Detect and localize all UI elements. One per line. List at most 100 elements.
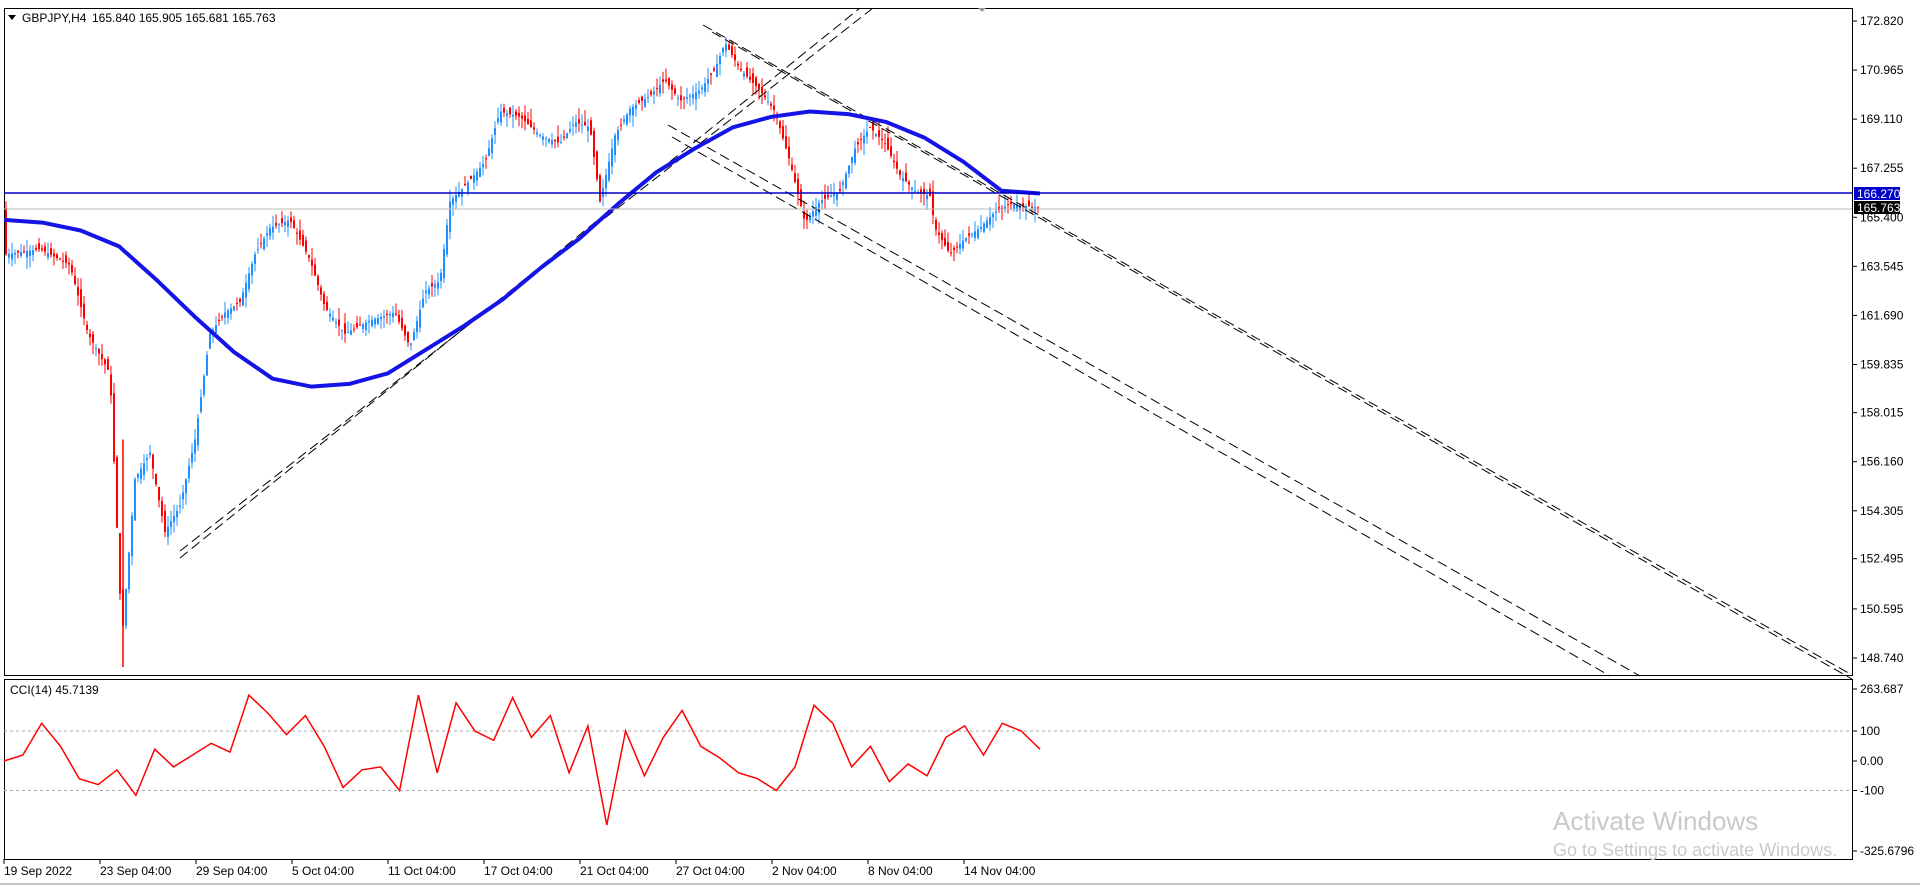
candle-body [893, 160, 895, 163]
candle-body [749, 76, 751, 80]
price-axis-label: 161.690 [1860, 308, 1904, 322]
candle-body [488, 148, 490, 157]
candle-body [686, 97, 688, 99]
falling-channel-upper-a[interactable] [702, 24, 1853, 676]
candle-body [662, 79, 664, 82]
candle-body [1022, 203, 1024, 206]
candle-body [767, 101, 769, 103]
candle-body [278, 224, 280, 226]
candle-body [101, 354, 103, 359]
candle-body [728, 44, 730, 50]
candle-body [491, 138, 493, 154]
price-axis-label: 150.595 [1860, 602, 1904, 616]
candle-body [503, 107, 505, 113]
indicator-frame[interactable] [4, 679, 1853, 860]
candle-body [143, 463, 145, 476]
candle-body [380, 316, 382, 320]
candle-body [704, 83, 706, 92]
candle-body [902, 178, 904, 182]
candle-body [677, 98, 679, 100]
candle-body [206, 354, 208, 376]
candle-body [605, 174, 607, 189]
candle-body [845, 173, 847, 189]
candle-body [1004, 206, 1006, 209]
candle-body [773, 105, 775, 111]
time-axis-label: 14 Nov 04:00 [964, 864, 1036, 878]
candle-body [281, 218, 283, 224]
candle-body [995, 211, 997, 213]
candle-body [638, 99, 640, 103]
candle-body [353, 328, 355, 330]
candle-body [305, 240, 307, 252]
candle-body [584, 121, 586, 126]
candle-body [740, 68, 742, 71]
candle-body [83, 303, 85, 319]
candle-body [446, 225, 448, 255]
candle-body [830, 195, 832, 198]
price-axis-label: 167.255 [1860, 161, 1904, 175]
candle-body [260, 243, 262, 245]
candle-body [932, 191, 934, 216]
candle-body [536, 132, 538, 135]
candle-body [197, 418, 199, 446]
shift-marker-icon[interactable] [978, 8, 986, 12]
activate-windows-title: Activate Windows [1553, 806, 1758, 836]
candle-body [869, 126, 871, 128]
candle-body [512, 114, 514, 117]
candle-body [233, 306, 235, 311]
candle-body [137, 473, 139, 478]
candle-body [242, 292, 244, 306]
candle-body [440, 272, 442, 281]
candle-body [86, 324, 88, 330]
candle-body [158, 487, 160, 501]
candle-body [611, 148, 613, 167]
candle-body [794, 173, 796, 183]
candle-body [782, 126, 784, 139]
candle-body [227, 310, 229, 319]
candle-body [422, 298, 424, 308]
candle-body [68, 262, 70, 265]
candle-body [302, 234, 304, 246]
candle-body [962, 240, 964, 249]
price-axis-label: 169.110 [1860, 112, 1903, 126]
candle-body [689, 95, 691, 97]
candle-body [314, 264, 316, 276]
candle-body [986, 220, 988, 228]
falling-channel-lower-a[interactable] [667, 124, 1641, 677]
candle-body [62, 260, 64, 262]
candle-body [29, 250, 31, 257]
candle-body [335, 321, 337, 324]
candle-body [203, 376, 205, 395]
candle-body [674, 88, 676, 94]
candle-body [92, 334, 94, 343]
candle-body [98, 348, 100, 354]
candle-body [944, 238, 946, 246]
candle-body [191, 452, 193, 463]
candle-body [890, 146, 892, 156]
candle-body [947, 241, 949, 251]
candle-body [935, 219, 937, 230]
candle-body [32, 250, 34, 255]
candle-body [26, 251, 28, 258]
candle-body [194, 439, 196, 454]
candle-body [530, 120, 532, 127]
candle-body [644, 98, 646, 107]
candle-body [263, 238, 265, 250]
symbol-label: GBPJPY,H4 [22, 11, 87, 25]
candle-body [725, 44, 727, 51]
candle-body [833, 194, 835, 197]
dropdown-triangle-icon[interactable] [8, 15, 16, 20]
price-axis-label: 172.820 [1860, 14, 1904, 28]
candle-body [515, 111, 517, 116]
falling-channel-lower-b[interactable] [671, 136, 1611, 677]
candle-body [587, 126, 589, 131]
candle-body [398, 314, 400, 322]
candle-body [785, 136, 787, 149]
falling-channel-upper-b[interactable] [711, 31, 1853, 680]
candle-body [758, 83, 760, 90]
main-chart-frame[interactable] [4, 8, 1853, 676]
candle-body [938, 232, 940, 235]
horizontal-lines-layer[interactable] [4, 192, 1852, 210]
candle-body [701, 87, 703, 90]
